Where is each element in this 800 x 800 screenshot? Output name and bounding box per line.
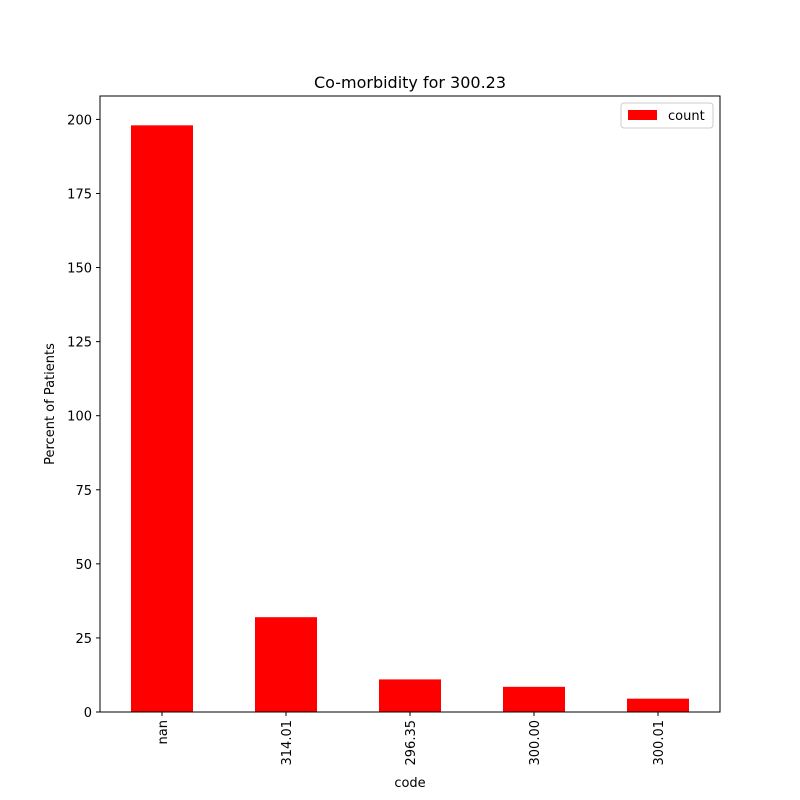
legend: count xyxy=(620,102,714,129)
chart-title: Co-morbidity for 300.23 xyxy=(314,73,506,92)
y-tick-label: 125 xyxy=(67,336,92,351)
legend-swatch xyxy=(628,110,657,120)
bar-314.01 xyxy=(255,617,317,712)
y-tick-label: 25 xyxy=(75,632,92,647)
legend-frame xyxy=(620,102,714,129)
bar-nan xyxy=(131,125,193,713)
y-tick-label: 200 xyxy=(67,113,92,128)
x-axis: nan 314.01 296.35 300.00 300.01 xyxy=(156,712,667,766)
x-tick-label: 314.01 xyxy=(280,720,295,766)
y-axis: 0 25 50 75 100 125 150 175 200 xyxy=(67,113,100,721)
y-tick-label: 175 xyxy=(67,187,92,202)
y-axis-label: Percent of Patients xyxy=(43,343,58,465)
legend-label: count xyxy=(668,109,705,124)
x-tick-label: 300.01 xyxy=(652,720,667,766)
y-tick-label: 100 xyxy=(67,410,92,425)
x-tick-label: 300.00 xyxy=(528,720,543,766)
y-tick-label: 50 xyxy=(75,558,92,573)
x-tick-label: nan xyxy=(156,720,171,744)
x-tick-label: 296.35 xyxy=(404,720,419,766)
y-tick-label: 150 xyxy=(67,262,92,277)
bar-300.01 xyxy=(627,698,689,712)
y-tick-label: 0 xyxy=(84,706,92,721)
plot-area xyxy=(131,125,689,713)
bar-300.00 xyxy=(503,686,565,712)
bar-296.35 xyxy=(379,679,441,712)
y-tick-label: 75 xyxy=(75,484,92,499)
x-axis-label: code xyxy=(394,776,425,791)
